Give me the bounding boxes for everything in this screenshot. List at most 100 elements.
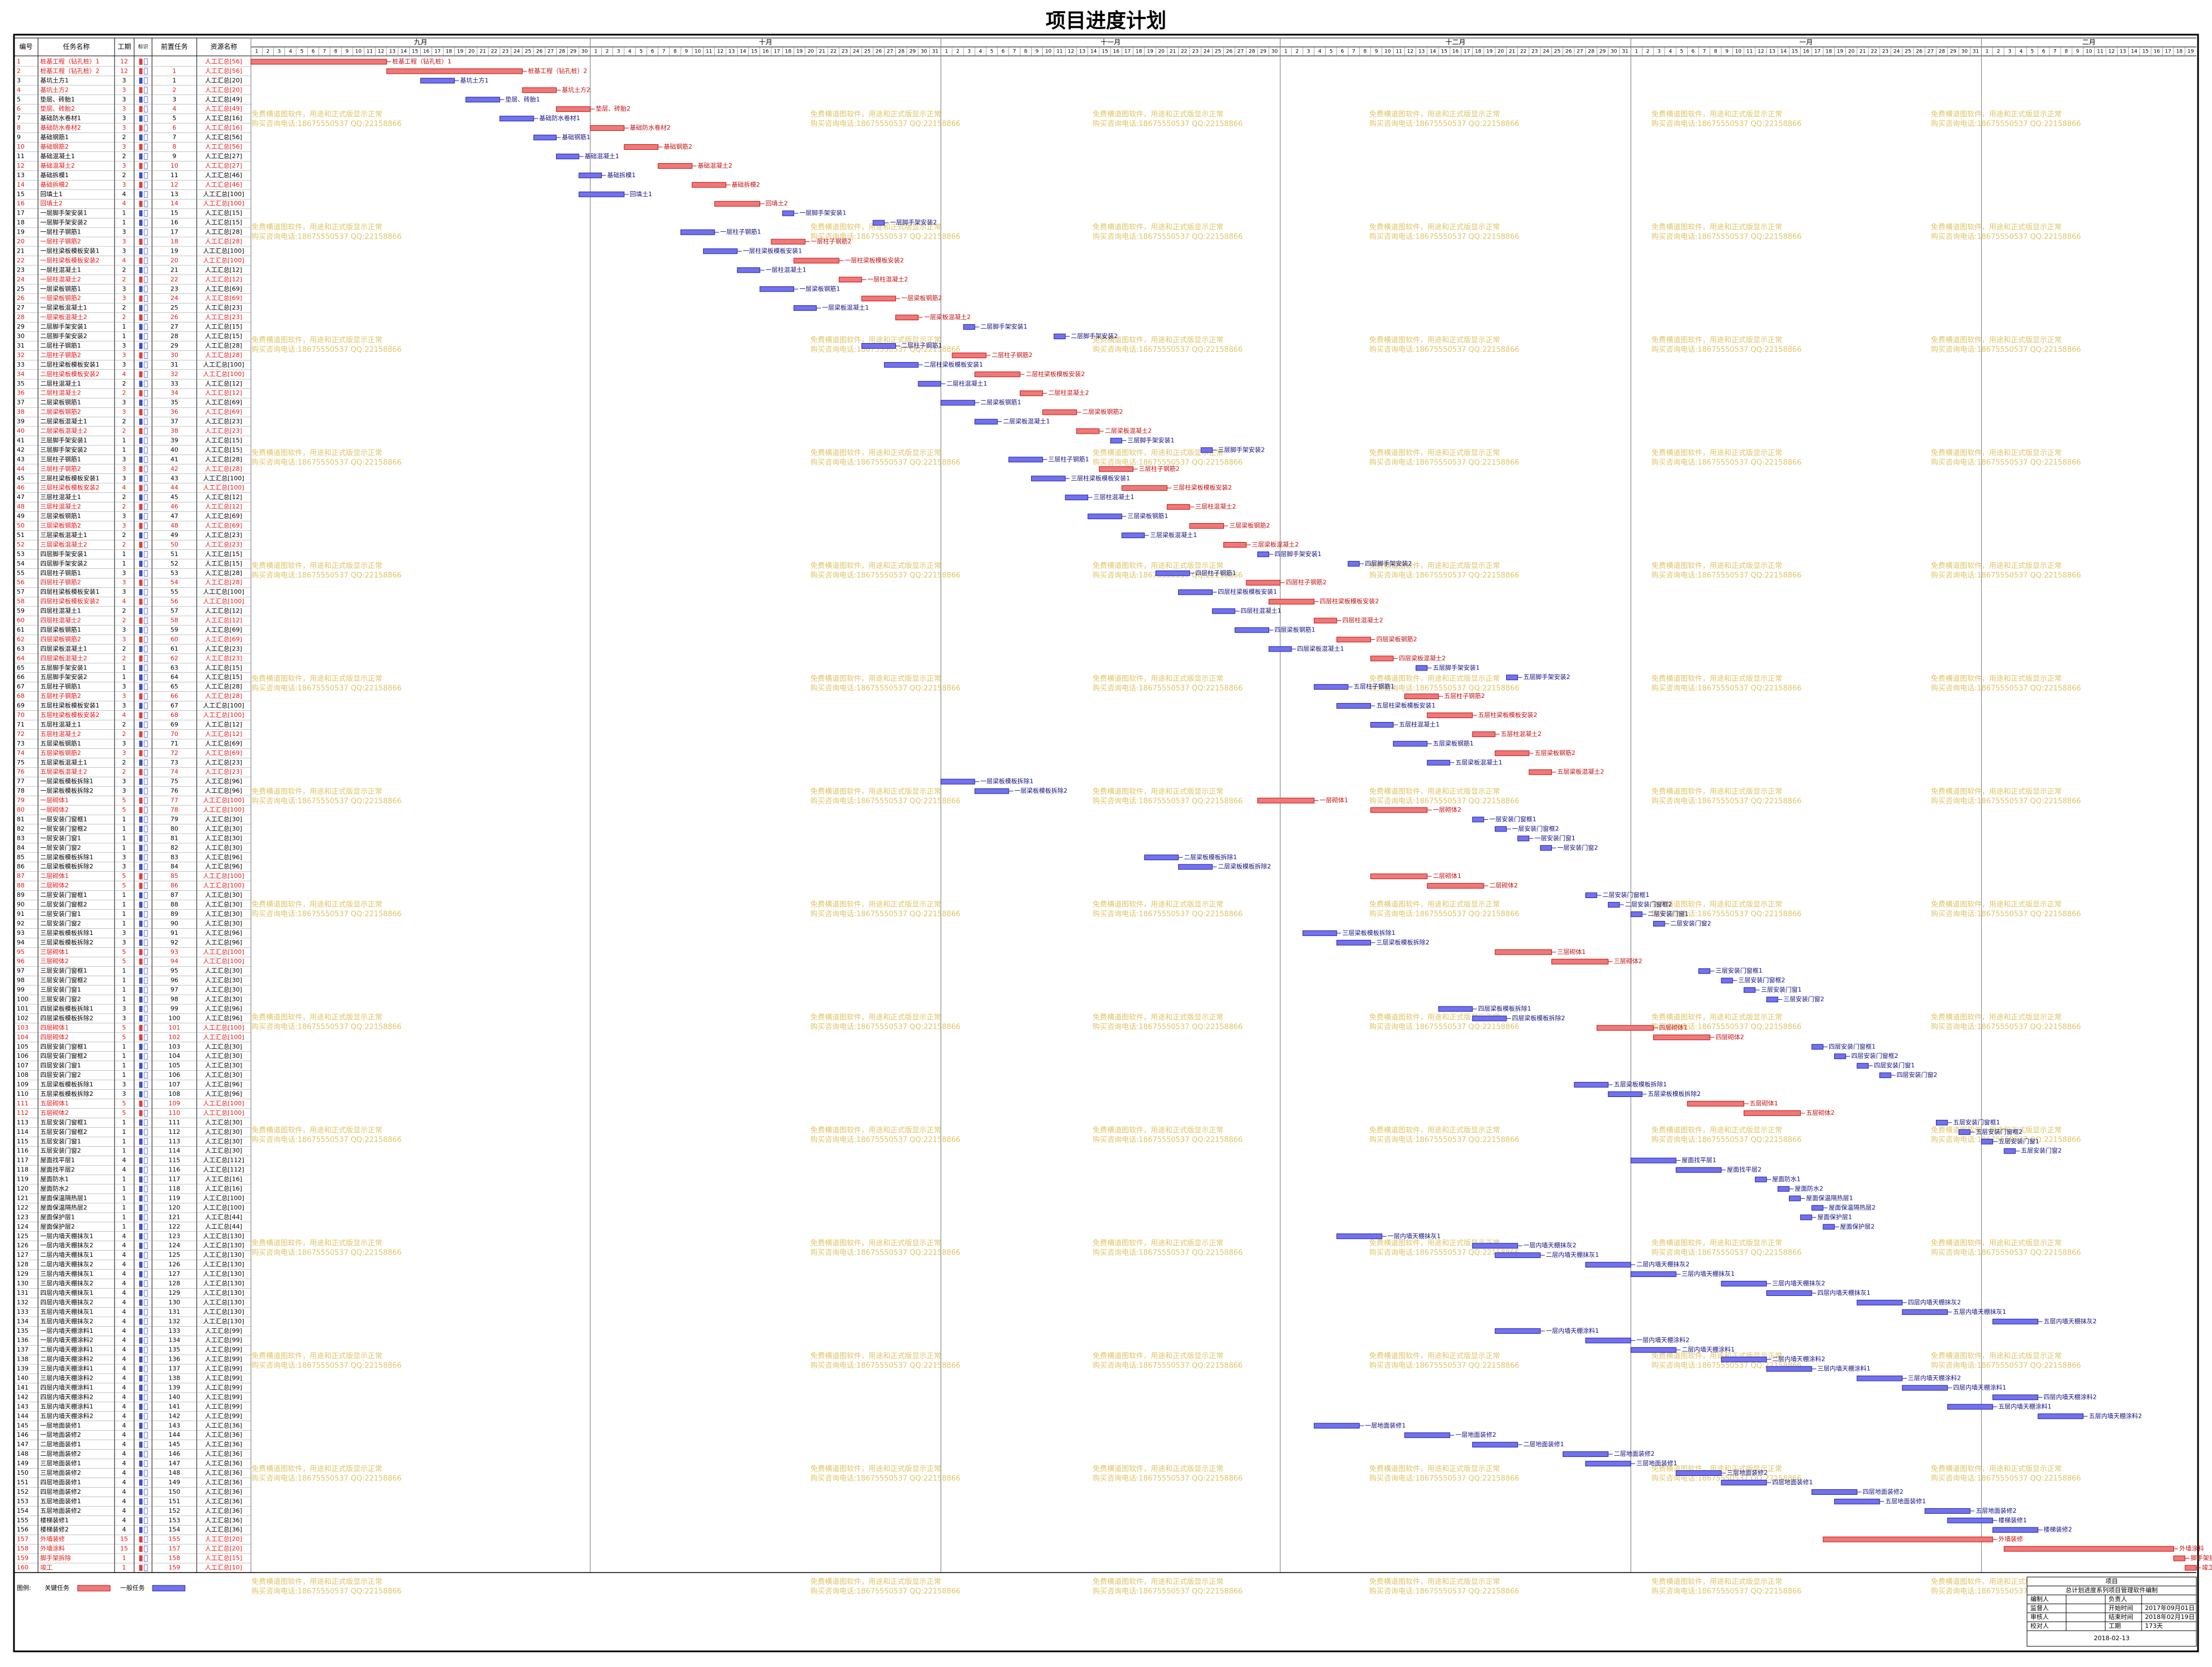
task-id: 90 [17, 901, 25, 908]
task-id: 38 [17, 409, 25, 416]
task-icon [139, 551, 143, 558]
bar-label: 五层梁板模板拆除1 [1614, 1080, 1667, 1088]
task-icon [144, 674, 148, 681]
task-name: 一层梁板钢筋2 [40, 294, 81, 302]
task-duration: 4 [122, 1469, 126, 1476]
task-id: 64 [17, 654, 25, 662]
task-resource: 人工汇总[16] [205, 114, 243, 122]
task-duration: 3 [122, 143, 126, 150]
task-duration: 3 [122, 569, 126, 577]
task-duration: 1 [122, 333, 126, 340]
watermark-line: 购买咨询电话:18675550537 QQ:22158866 [1931, 1248, 2081, 1257]
gantt-bar [1902, 1385, 1948, 1391]
task-resource: 人工汇总[100] [203, 1023, 244, 1031]
task-icon [144, 693, 148, 700]
task-resource: 人工汇总[36] [205, 1526, 243, 1533]
day-label: 15 [412, 49, 418, 55]
task-name: 三层梁板混凝土2 [40, 540, 87, 548]
bar-label: 二层地面装修2 [1614, 1450, 1655, 1457]
day-label: 27 [887, 49, 893, 55]
task-name: 三层内墙天棚抹灰1 [40, 1270, 93, 1277]
task-icon [139, 1432, 143, 1438]
day-label: 16 [1452, 49, 1459, 55]
task-resource: 人工汇总[36] [205, 1440, 243, 1448]
task-resource: 人工汇总[36] [205, 1516, 243, 1524]
bar-label: 三层梁板模板拆除1 [1342, 929, 1395, 937]
task-predecessor: 29 [170, 342, 178, 349]
task-resource: 人工汇总[28] [205, 692, 243, 700]
task-predecessor: 62 [170, 654, 178, 662]
task-predecessor: 37 [170, 418, 178, 425]
gantt-bar [1630, 1347, 1677, 1353]
day-label: 9 [1036, 49, 1039, 55]
day-label: 15 [1441, 49, 1447, 55]
task-icon [144, 569, 148, 577]
bar-label: 三层柱梁板模板安装1 [1071, 474, 1130, 482]
task-predecessor: 88 [170, 901, 178, 908]
day-label: 23 [1531, 49, 1537, 55]
day-label: 3 [967, 49, 971, 55]
task-icon [144, 1005, 148, 1013]
task-resource: 人工汇总[56] [205, 67, 243, 74]
bar-label: 楼梯装修1 [1999, 1516, 2027, 1524]
task-icon [139, 712, 143, 719]
task-resource: 人工汇总[30] [205, 834, 243, 842]
task-name: 三层安装门窗框2 [40, 976, 87, 984]
task-icon [144, 494, 148, 501]
task-icon [144, 153, 148, 160]
watermark-line: 免费横道图软件，用途和正式版显示正常 [1093, 1465, 1223, 1474]
task-id: 142 [17, 1393, 29, 1400]
task-duration: 3 [122, 778, 126, 785]
task-resource: 人工汇总[130] [203, 1251, 244, 1258]
task-icon [139, 1479, 143, 1486]
task-icon [139, 201, 143, 207]
task-id: 29 [17, 323, 25, 330]
gantt-bar [2004, 1148, 2016, 1154]
info-cell: 编制人 [2030, 1595, 2049, 1603]
bar-label: 四层地面装修1 [1772, 1478, 1813, 1486]
watermark-line: 免费横道图软件，用途和正式版显示正常 [1369, 675, 1500, 683]
day-label: 21 [1170, 49, 1176, 55]
bar-label: 四层梁板钢筋2 [1376, 635, 1417, 643]
task-resource: 人工汇总[23] [205, 531, 243, 539]
watermark-line: 免费横道图软件，用途和正式版显示正常 [1651, 787, 1782, 796]
task-predecessor: 106 [169, 1071, 181, 1079]
task-id: 130 [17, 1280, 29, 1287]
task-duration: 4 [122, 711, 126, 719]
day-label: 25 [864, 49, 870, 55]
gantt-bar [838, 277, 862, 283]
task-icon [139, 759, 143, 766]
task-predecessor: 80 [170, 825, 178, 832]
task-predecessor: 72 [170, 749, 178, 757]
bar-label: 基础防水卷材1 [539, 114, 580, 122]
task-icon [144, 1166, 148, 1174]
task-icon [139, 1024, 143, 1031]
task-icon [139, 1006, 143, 1012]
watermark-line: 购买咨询电话:18675550537 QQ:22158866 [1369, 120, 1520, 129]
watermark-line: 免费横道图软件，用途和正式版显示正常 [810, 110, 941, 119]
task-icon [139, 1186, 143, 1192]
watermark-line: 免费横道图软件，用途和正式版显示正常 [1369, 1578, 1500, 1587]
task-duration: 3 [122, 465, 126, 472]
task-icon [144, 986, 148, 994]
task-id: 44 [17, 465, 25, 472]
gantt-bar [533, 135, 557, 141]
watermark-line: 免费横道图软件，用途和正式版显示正常 [251, 562, 382, 571]
watermark-line: 购买咨询电话:18675550537 QQ:22158866 [1651, 458, 1802, 467]
bar-label: 三层梁板钢筋1 [1127, 512, 1168, 520]
task-icon [144, 825, 148, 833]
task-predecessor: 124 [169, 1242, 181, 1249]
bar-label: 基础钢筋1 [562, 133, 590, 141]
task-predecessor: 114 [169, 1147, 181, 1155]
task-icon [144, 977, 148, 984]
watermark-line: 购买咨询电话:18675550537 QQ:22158866 [1931, 232, 2081, 241]
task-icon [144, 863, 148, 871]
task-icon [139, 428, 143, 434]
gantt-bar [1494, 1252, 1541, 1258]
info-cell: 审核人 [2030, 1613, 2049, 1621]
task-id: 62 [17, 635, 25, 643]
task-id: 43 [17, 455, 25, 463]
task-duration: 1 [122, 323, 126, 330]
bar-label: 五层梁板钢筋2 [1535, 749, 1575, 757]
watermark-line: 免费横道图软件，用途和正式版显示正常 [1093, 562, 1223, 571]
